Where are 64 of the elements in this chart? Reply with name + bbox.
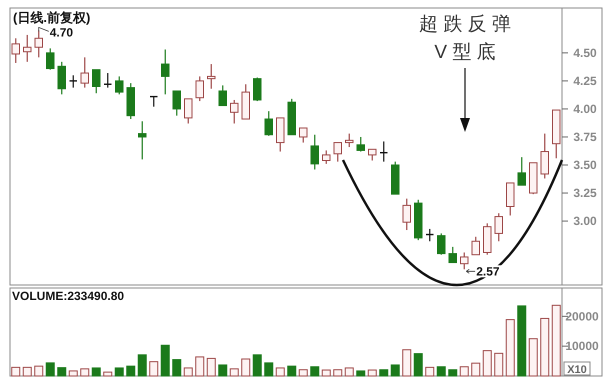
bar	[276, 367, 285, 376]
bar	[448, 369, 458, 376]
bar	[46, 362, 55, 376]
bar	[402, 349, 412, 376]
bar	[471, 362, 480, 376]
y-tick-label: 3.50	[573, 158, 597, 172]
bar	[540, 318, 550, 376]
bar	[172, 359, 182, 376]
bar	[528, 338, 538, 376]
y-tick-label: 3.00	[573, 214, 597, 228]
bar	[287, 366, 296, 376]
bar	[252, 354, 262, 376]
bar	[368, 370, 377, 376]
bar	[230, 368, 239, 376]
bar	[103, 372, 112, 376]
bar	[80, 368, 90, 376]
bar	[57, 367, 66, 376]
bar	[114, 367, 124, 376]
bar	[379, 369, 388, 376]
bar	[322, 370, 331, 376]
bar	[68, 370, 78, 376]
bar	[160, 344, 170, 376]
bar	[218, 364, 228, 376]
annotation: 4.70	[50, 25, 74, 40]
bar	[506, 319, 515, 376]
bar	[126, 366, 136, 376]
bar	[206, 358, 216, 376]
bar	[414, 353, 423, 376]
bar	[356, 370, 366, 376]
bar	[390, 364, 400, 376]
bar	[460, 366, 469, 376]
y-tick-label: 20000	[565, 309, 600, 324]
bar	[298, 369, 308, 376]
bar	[482, 350, 492, 376]
bar	[241, 358, 250, 376]
bar	[195, 356, 204, 376]
chart-title: (日线.前复权)	[13, 10, 90, 25]
y-tick-label: 10000	[565, 339, 600, 354]
bar	[344, 367, 354, 376]
y-tick-label: 4.50	[573, 46, 597, 60]
y-tick-label: 3.75	[573, 130, 597, 144]
y-tick-label: 3.25	[573, 186, 597, 200]
y-tick-label: 4.25	[573, 74, 597, 88]
annotation: 2.57	[476, 264, 500, 278]
bar	[517, 305, 526, 376]
chart-title: VOLUME:233490.80	[12, 289, 124, 303]
bar	[552, 304, 561, 376]
bar	[34, 366, 44, 376]
y-tick-label: 4.00	[573, 102, 597, 116]
bar	[436, 366, 446, 376]
bar	[11, 366, 20, 376]
bar	[149, 361, 158, 376]
text: X10	[567, 364, 587, 376]
annotation: V 型 底	[434, 41, 496, 63]
bar	[138, 354, 147, 376]
bar	[494, 352, 504, 376]
bar	[264, 362, 274, 376]
bar	[333, 369, 342, 376]
bar	[310, 366, 320, 376]
bar	[425, 366, 434, 376]
bar	[92, 367, 101, 376]
annotation: 超 跌 反 弹	[419, 14, 511, 35]
bar	[184, 367, 193, 376]
bar	[22, 366, 32, 376]
